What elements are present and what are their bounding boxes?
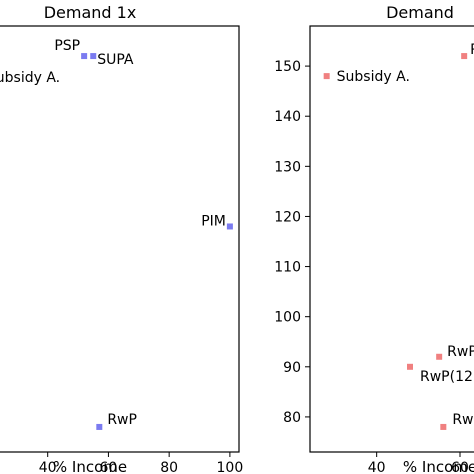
- y-tick-label: 130: [274, 159, 301, 175]
- panel-left-points: PSP SUPA Subsidy A. PIM RwP: [0, 38, 233, 430]
- x-tick-label: 100: [217, 460, 244, 474]
- panel-right-x-ticks: 40 60: [368, 452, 469, 474]
- data-point: [96, 423, 103, 430]
- data-point: [436, 353, 443, 360]
- panel-left-frame: [0, 25, 240, 453]
- data-point-label: Subsidy A.: [337, 69, 410, 85]
- data-point-label: Subsidy A.: [0, 70, 60, 86]
- panel-right: Demand 80 90 100 110 120 130 140 150 40 60 PSP Su…: [274, 3, 474, 474]
- data-point: [90, 53, 97, 60]
- x-tick-label: 60: [451, 460, 469, 474]
- y-tick-label: 120: [274, 209, 301, 225]
- x-tick-label: 60: [100, 460, 118, 474]
- panel-right-frame: [309, 25, 474, 453]
- y-tick-label: 80: [283, 410, 301, 426]
- y-tick-label: 150: [274, 59, 301, 75]
- panel-right-points: PSP Subsidy A. RwP( RwP(12) RwP(: [323, 42, 474, 430]
- panel-left-title: Demand 1x: [44, 3, 137, 22]
- data-point-label: RwP(: [452, 412, 474, 428]
- data-point-label: SUPA: [97, 52, 134, 68]
- data-point: [81, 53, 88, 60]
- panel-right-title: Demand: [386, 3, 454, 22]
- y-tick-label: 100: [274, 310, 301, 326]
- data-point-label: RwP(: [447, 344, 474, 360]
- panel-right-xlabel: % Income: [403, 458, 474, 474]
- data-point-label: PSP: [470, 42, 474, 58]
- y-tick-label: 110: [274, 260, 301, 276]
- data-point: [226, 223, 233, 230]
- panel-left: Demand 1x 40 60 80 100 PSP SUPA Subsidy A. PIM…: [0, 3, 243, 474]
- data-point-label: PSP: [54, 38, 80, 54]
- data-point: [407, 363, 413, 370]
- data-point: [440, 423, 447, 430]
- y-tick-label: 90: [283, 360, 301, 376]
- data-point: [461, 53, 468, 60]
- y-tick-label: 140: [274, 109, 301, 125]
- panel-left-x-ticks: 40 60 80 100: [39, 452, 243, 474]
- panel-left-xlabel: % Income: [53, 458, 127, 474]
- data-point-label: PIM: [201, 213, 226, 229]
- x-tick-label: 40: [368, 460, 386, 474]
- data-point: [323, 73, 330, 80]
- x-tick-label: 40: [39, 460, 57, 474]
- data-point-label: RwP(12): [420, 369, 474, 385]
- panel-right-y-ticks: 80 90 100 110 120 130 140 150: [274, 59, 310, 426]
- data-point-label: RwP: [107, 412, 137, 428]
- x-tick-label: 80: [160, 460, 178, 474]
